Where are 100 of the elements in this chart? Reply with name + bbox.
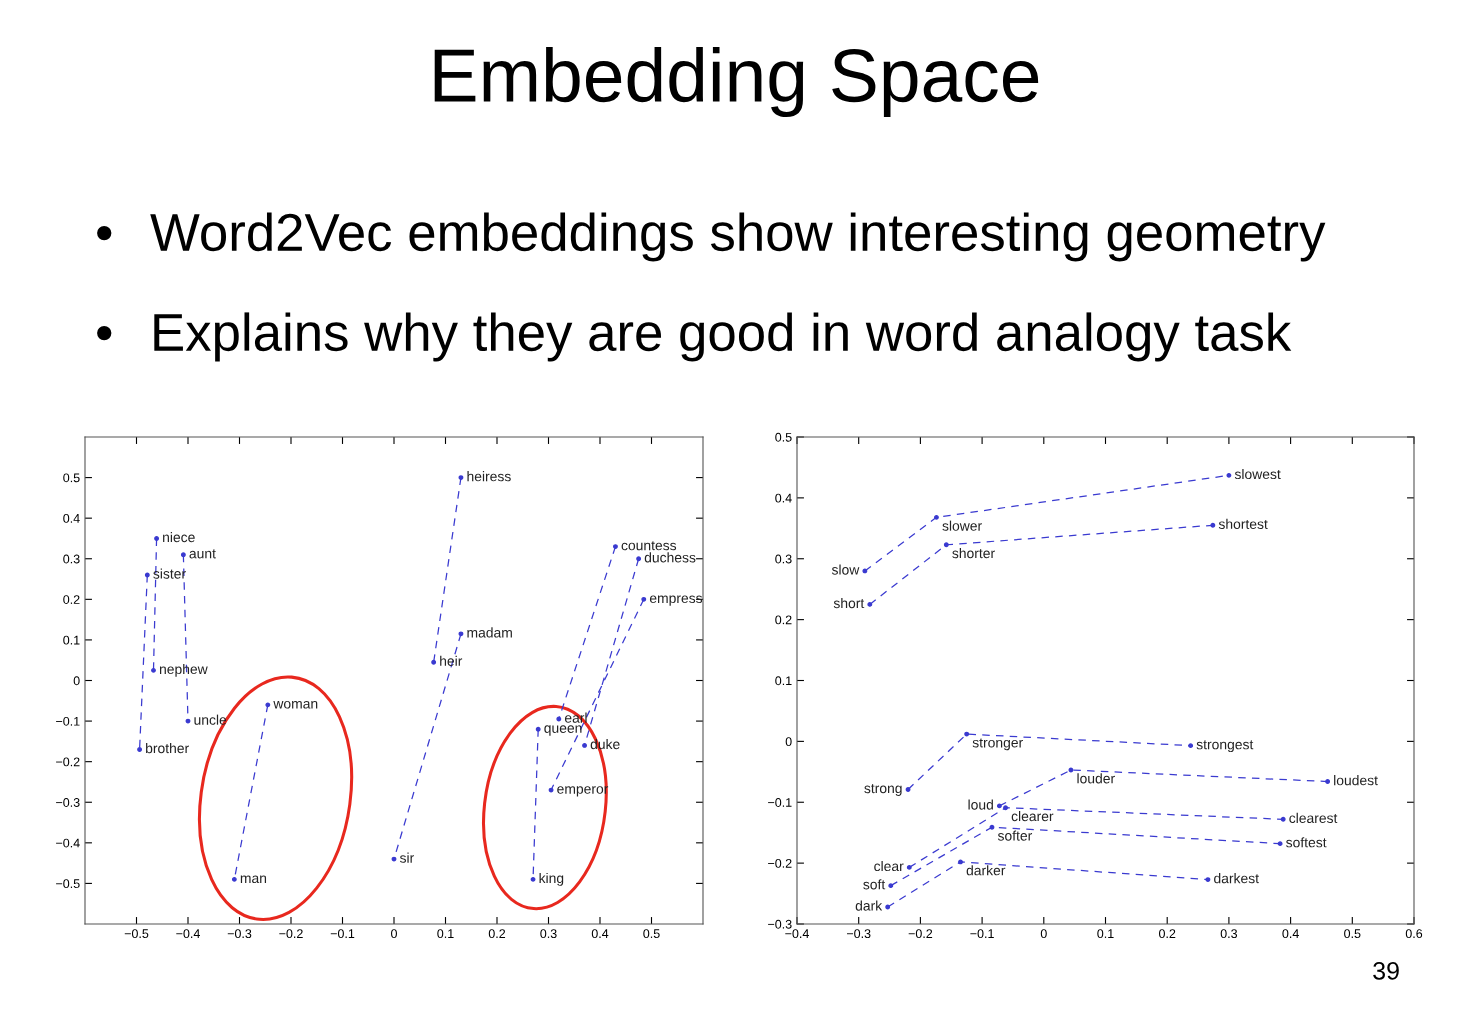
data-label: softer: [997, 830, 1033, 841]
point: [1226, 472, 1232, 478]
data-label: heir: [440, 655, 463, 666]
data-label: strong: [864, 784, 902, 796]
y-tick-label: 0.4: [63, 513, 80, 523]
point: [1277, 841, 1283, 847]
point: [1003, 805, 1008, 811]
x-tick-label: 0.4: [1282, 929, 1299, 939]
y-tick-label: −0.2: [56, 757, 80, 767]
data-label: sister: [153, 568, 186, 579]
point: [867, 601, 873, 607]
point: [1280, 816, 1286, 822]
point: [636, 556, 642, 562]
text: • Word2Vec embeddings show interesting geometry: [97, 212, 1326, 262]
y-tick-label: 0.2: [63, 595, 80, 604]
x-tick-label: 0.1: [1097, 929, 1114, 939]
data-label: loud: [968, 799, 993, 810]
point: [996, 803, 1002, 809]
point: [530, 876, 536, 882]
text: 39: [1373, 962, 1399, 980]
x-tick-label: 0.2: [1159, 929, 1176, 939]
x-tick-label: 0.3: [540, 929, 557, 939]
point: [905, 787, 911, 792]
data-label: madam: [467, 627, 512, 638]
y-tick-label: −0.1: [768, 798, 792, 807]
data-label: dark: [855, 900, 883, 911]
x-tick-label: −0.3: [227, 929, 252, 939]
point: [535, 726, 541, 732]
x-tick-label: −0.1: [970, 929, 994, 939]
y-tick-label: −0.4: [56, 838, 80, 848]
point: [1210, 522, 1216, 528]
x-tick-label: −0.5: [124, 929, 149, 939]
point: [180, 552, 186, 558]
point: [1325, 779, 1331, 784]
point: [458, 631, 464, 637]
x-tick-label: 0.1: [437, 929, 454, 939]
data-label: stronger: [972, 738, 1023, 751]
data-label: clearest: [1289, 812, 1338, 824]
text: • Explains why they are good in word analogy task: [97, 312, 1292, 362]
point: [964, 731, 970, 737]
point: [144, 572, 150, 578]
chart-title: Embedding Space: [434, 47, 1039, 117]
x-tick-label: −0.4: [176, 929, 200, 939]
y-tick-label: −0.2: [768, 858, 792, 868]
x-tick-label: −0.4: [785, 929, 809, 939]
point: [958, 859, 963, 865]
point: [641, 596, 647, 602]
y-tick-label: 0.1: [63, 635, 80, 645]
data-label: clear: [874, 860, 904, 872]
data-label: aunt: [189, 549, 216, 559]
point: [613, 544, 618, 550]
point: [431, 659, 437, 665]
data-label: loudest: [1334, 775, 1378, 786]
y-tick-label: 0.3: [63, 554, 80, 564]
y-tick-label: 0.2: [775, 615, 792, 625]
y-tick-label: 0.5: [63, 473, 80, 483]
x-tick-label: −0.2: [279, 929, 303, 939]
data-label: queen: [544, 725, 582, 736]
data-label: louder: [1077, 773, 1115, 784]
x-tick-label: 0.5: [1344, 929, 1361, 939]
point: [458, 475, 464, 481]
point: [582, 743, 587, 748]
data-label: king: [539, 872, 564, 886]
point: [391, 856, 397, 862]
data-label: shorter: [952, 548, 995, 559]
x-tick-label: 0: [391, 929, 397, 939]
data-label: slower: [942, 520, 982, 531]
point: [943, 542, 949, 548]
point: [154, 536, 160, 541]
x-tick-label: 0.5: [643, 929, 660, 939]
y-tick-label: −0.3: [768, 919, 792, 929]
point: [1205, 877, 1211, 882]
data-label: clearer: [1011, 810, 1054, 822]
x-tick-label: 0.4: [591, 929, 609, 939]
point: [548, 787, 554, 793]
point: [185, 718, 191, 724]
y-tick-label: −0.1: [56, 716, 80, 726]
y-tick-label: 0: [73, 676, 80, 686]
x-tick-label: 0.2: [488, 929, 506, 939]
data-label: sir: [399, 852, 414, 863]
y-tick-label: −0.3: [56, 798, 80, 807]
data-label: softest: [1286, 837, 1327, 848]
x-tick-label: −0.3: [846, 929, 871, 939]
data-label: nephew: [159, 663, 208, 677]
data-label: countess: [621, 541, 677, 551]
data-label: heiress: [467, 471, 511, 482]
data-label: shortest: [1218, 518, 1268, 529]
y-tick-label: 0: [785, 737, 792, 747]
y-tick-label: 0.1: [775, 676, 792, 686]
point: [1188, 743, 1194, 749]
data-label: strongest: [1196, 740, 1254, 753]
y-tick-label: 0.3: [775, 554, 792, 564]
data-label: darker: [966, 865, 1006, 876]
point: [231, 876, 237, 882]
data-label: slowest: [1234, 468, 1281, 480]
x-tick-label: −0.1: [330, 929, 355, 939]
point: [888, 883, 894, 889]
data-label: empress: [649, 595, 703, 606]
x-tick-label: 0.3: [1220, 929, 1238, 939]
x-tick-label: 0: [1040, 929, 1047, 939]
